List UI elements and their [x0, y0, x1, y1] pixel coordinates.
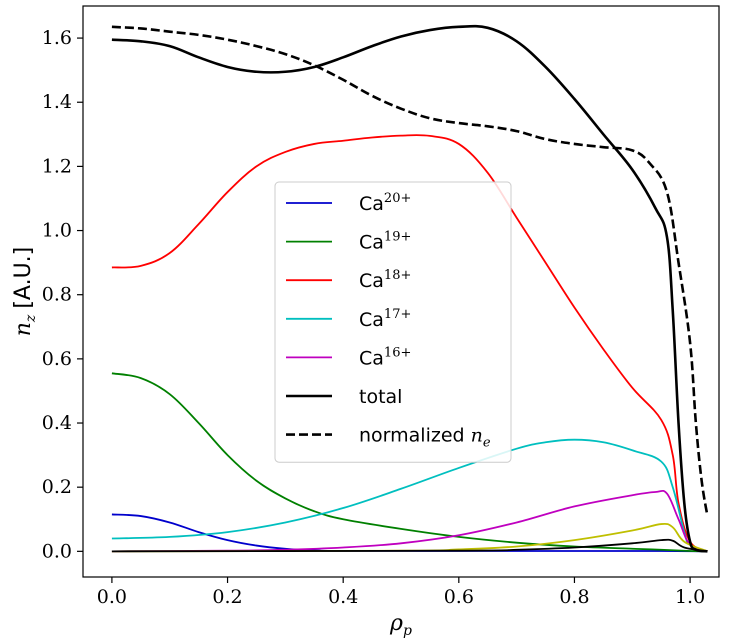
y-axis-unit: [A.U.]	[11, 247, 36, 309]
x-tick-label: 0.8	[559, 586, 589, 608]
series-line-ca17-	[111, 438, 708, 553]
legend: Ca20+Ca19+Ca18+Ca17+Ca16+totalnormalized…	[274, 181, 512, 463]
x-tick-label: 1.0	[675, 586, 705, 608]
legend-label-ca20-: Ca20+	[359, 191, 411, 215]
series-line-normalized	[111, 25, 709, 517]
y-tick-label: 1.2	[42, 155, 72, 177]
y-tick-label: 0.8	[42, 284, 72, 306]
legend-label-superscript: 17+	[384, 307, 411, 322]
legend-label-superscript: 20+	[384, 191, 411, 206]
x-axis-title: ρp	[389, 611, 412, 638]
y-axis-symbol: n	[11, 322, 36, 336]
legend-label-name: Ca	[359, 193, 384, 215]
y-tick-label: 0.0	[42, 540, 72, 562]
series-line-aux-6	[111, 538, 708, 553]
y-tick-label: 1.6	[42, 27, 72, 49]
legend-label-superscript: 16+	[384, 345, 411, 360]
legend-box	[274, 181, 512, 463]
legend-label-math: n	[471, 425, 483, 447]
legend-label-total: total	[359, 386, 402, 408]
legend-label-normalized: normalized ne	[359, 425, 491, 451]
x-tick-label: 0.4	[328, 586, 358, 608]
x-tick-label: 0.6	[444, 586, 474, 608]
legend-label-math-subscript: e	[483, 436, 491, 451]
series-line-total	[111, 24, 708, 553]
legend-label-name: Ca	[359, 309, 384, 331]
x-tick-label: 0.2	[212, 586, 242, 608]
ticks-layer: 0.0 0.2 0.4 0.6 0.8 1.0 0.0 0.2 0.4 0.6 0.8 1.0 1.2 1…	[42, 27, 705, 608]
x-axis-subscript: p	[403, 623, 412, 638]
legend-label-superscript: 18+	[384, 268, 411, 283]
y-axis-subscript: z	[23, 314, 39, 323]
series-line-ca19-	[111, 372, 708, 553]
y-tick-label: 0.2	[42, 476, 72, 498]
y-tick-label: 1.4	[42, 91, 72, 113]
legend-label-name: total	[359, 386, 402, 408]
plot-frame	[82, 5, 720, 578]
y-tick-label: 0.4	[42, 412, 72, 434]
legend-label-name: Ca	[359, 232, 384, 254]
series-line-aux-5	[111, 522, 708, 553]
legend-label-ca17-: Ca17+	[359, 307, 411, 331]
legend-label-ca16-: Ca16+	[359, 345, 411, 369]
legend-label-ca19-: Ca19+	[359, 230, 411, 254]
y-tick-label: 0.6	[42, 348, 72, 370]
x-axis-symbol: ρ	[389, 611, 403, 636]
series-line-ca16-	[111, 489, 708, 553]
legend-label-ca18-: Ca18+	[359, 268, 411, 292]
axis-titles: ρp nz [A.U.]	[11, 247, 412, 638]
legend-label-superscript: 19+	[384, 230, 411, 245]
legend-label-name: Ca	[359, 270, 384, 292]
y-tick-label: 1.0	[42, 220, 72, 242]
legend-label-name: normalized	[359, 425, 465, 447]
y-axis-title: nz [A.U.]	[11, 247, 39, 336]
series-layer	[111, 24, 709, 553]
series-line-ca18-	[111, 134, 708, 553]
legend-label-name: Ca	[359, 347, 384, 369]
x-tick-label: 0.0	[97, 586, 127, 608]
